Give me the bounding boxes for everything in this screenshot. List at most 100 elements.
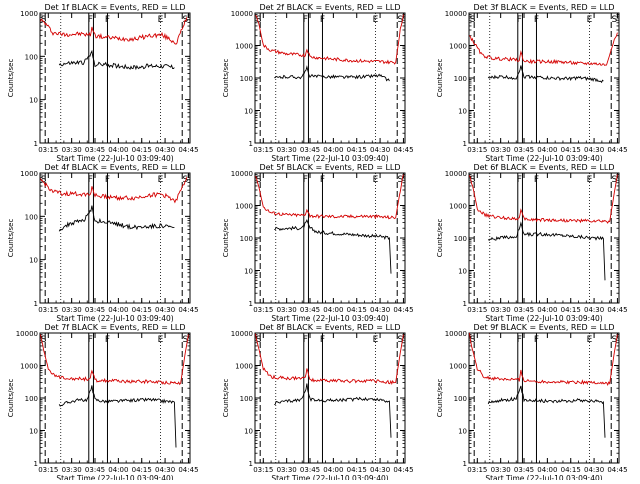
x-tick-label: 04:30 — [584, 306, 604, 314]
chart-panel-5: Det 5f BLACK = Events, RED = LLD 1 10 100 10… — [222, 163, 414, 323]
y-tick-label: 100 — [454, 75, 467, 83]
x-tick-label: 03:30 — [277, 146, 297, 154]
time-marker-label: F — [534, 175, 539, 185]
y-tick-label: 10 — [244, 428, 253, 436]
x-tick-label: 03:15 — [467, 466, 487, 474]
chart-title: Det 5f BLACK = Events, RED = LLD — [259, 163, 400, 172]
x-tick-label: 04:00 — [323, 146, 343, 154]
time-marker-label: F — [517, 335, 522, 345]
y-tick-label: 1000 — [449, 203, 467, 211]
x-tick-label: 04:30 — [584, 466, 604, 474]
lld-rate-line — [40, 334, 189, 386]
x-tick-label: 03:30 — [277, 466, 297, 474]
plot-frame — [254, 172, 406, 304]
y-tick-label: 1 — [249, 140, 253, 148]
x-tick-label: 03:45 — [85, 466, 105, 474]
time-marker-label: E — [373, 175, 379, 185]
x-axis-label: Start Time (22-Jul-10 03:09:40) — [485, 474, 602, 480]
y-tick-label: 100 — [454, 235, 467, 243]
y-tick-label: 1000 — [20, 363, 38, 371]
y-tick-label: 10 — [458, 108, 467, 116]
time-marker-label: E — [158, 335, 164, 345]
x-axis-label: Start Time (22-Jul-10 03:09:40) — [485, 314, 602, 323]
y-tick-label: 10 — [29, 428, 38, 436]
x-tick-label: 04:30 — [155, 146, 175, 154]
lld-rate-line — [469, 332, 618, 387]
time-marker-label: S — [611, 335, 617, 345]
x-axis-label: Start Time (22-Jul-10 03:09:40) — [56, 154, 173, 163]
chart-panel-8: Det 8f BLACK = Events, RED = LLD 1 10 100 10… — [222, 323, 414, 483]
events-rate-line — [58, 205, 175, 232]
time-marker-label: S — [256, 175, 262, 185]
x-tick-label: 03:45 — [514, 146, 534, 154]
y-tick-label: 10000 — [231, 170, 253, 178]
time-marker-label: F — [320, 335, 325, 345]
x-tick-label: 03:30 — [62, 146, 82, 154]
x-tick-label: 04:15 — [347, 466, 367, 474]
y-tick-label: 10 — [458, 428, 467, 436]
y-tick-label: 10 — [29, 257, 38, 265]
chart-title: Det 1f BLACK = Events, RED = LLD — [44, 3, 185, 12]
time-marker-label: F — [517, 175, 522, 185]
time-marker-label: S — [470, 15, 476, 25]
time-marker-label: S — [41, 335, 47, 345]
x-tick-label: 04:00 — [323, 306, 343, 314]
x-tick-label: 03:45 — [514, 466, 534, 474]
time-marker-label: E — [373, 335, 379, 345]
time-marker-label: F — [88, 335, 93, 345]
y-tick-label: 1 — [34, 460, 38, 468]
y-axis-label: Counts/sec — [222, 219, 230, 258]
events-rate-line — [58, 49, 175, 71]
x-tick-label: 04:30 — [155, 466, 175, 474]
x-tick-label: 04:30 — [584, 146, 604, 154]
x-tick-label: 04:15 — [347, 146, 367, 154]
time-marker-label: S — [256, 15, 262, 25]
time-marker-label: F — [105, 15, 110, 25]
chart-panel-4: Det 4f BLACK = Events, RED = LLD 1 10 100 10… — [7, 163, 199, 323]
x-tick-label: 04:45 — [178, 306, 198, 314]
y-tick-label: 100 — [240, 395, 253, 403]
lld-rate-line — [469, 174, 618, 224]
events-rate-line — [487, 221, 606, 281]
y-tick-label: 10 — [458, 268, 467, 276]
y-axis-label: Counts/sec — [436, 59, 444, 98]
x-tick-label: 04:15 — [132, 306, 152, 314]
time-marker-label: S — [397, 335, 403, 345]
x-tick-label: 03:15 — [38, 466, 58, 474]
time-marker-label: F — [320, 175, 325, 185]
x-tick-label: 03:45 — [300, 466, 320, 474]
x-axis-label: Start Time (22-Jul-10 03:09:40) — [271, 474, 388, 480]
time-marker-label: E — [587, 335, 593, 345]
x-tick-label: 03:45 — [300, 146, 320, 154]
y-tick-label: 10000 — [231, 330, 253, 338]
y-tick-label: 10000 — [231, 10, 253, 18]
y-tick-label: 10000 — [445, 170, 467, 178]
x-axis-label: Start Time (22-Jul-10 03:09:40) — [271, 314, 388, 323]
time-marker-label: S — [41, 15, 47, 25]
x-axis-label: Start Time (22-Jul-10 03:09:40) — [271, 154, 388, 163]
y-tick-label: 1 — [249, 460, 253, 468]
events-rate-line — [274, 65, 390, 82]
x-tick-label: 04:45 — [393, 306, 413, 314]
time-marker-label: S — [182, 15, 188, 25]
x-tick-label: 03:15 — [253, 306, 273, 314]
time-marker-label: E — [158, 175, 164, 185]
x-tick-label: 04:00 — [537, 306, 557, 314]
time-marker-label: S — [182, 175, 188, 185]
x-tick-label: 03:30 — [491, 146, 511, 154]
time-marker-label: F — [303, 175, 308, 185]
y-tick-label: 1000 — [235, 43, 253, 51]
y-tick-label: 100 — [25, 53, 38, 61]
x-tick-label: 03:30 — [62, 306, 82, 314]
time-marker-label: F — [105, 175, 110, 185]
y-tick-label: 1 — [463, 460, 467, 468]
chart-panel-1: Det 1f BLACK = Events, RED = LLD 1 10 100 10… — [7, 3, 199, 163]
chart-panel-9: Det 9f BLACK = Events, RED = LLD 1 10 100 10… — [436, 323, 628, 483]
y-tick-label: 1 — [463, 300, 467, 308]
y-tick-label: 10 — [244, 268, 253, 276]
y-axis-label: Counts/sec — [222, 379, 230, 418]
x-axis-label: Start Time (22-Jul-10 03:09:40) — [56, 474, 173, 480]
time-marker-label: E — [373, 15, 379, 25]
time-marker-label: S — [611, 175, 617, 185]
x-tick-label: 03:15 — [253, 146, 273, 154]
